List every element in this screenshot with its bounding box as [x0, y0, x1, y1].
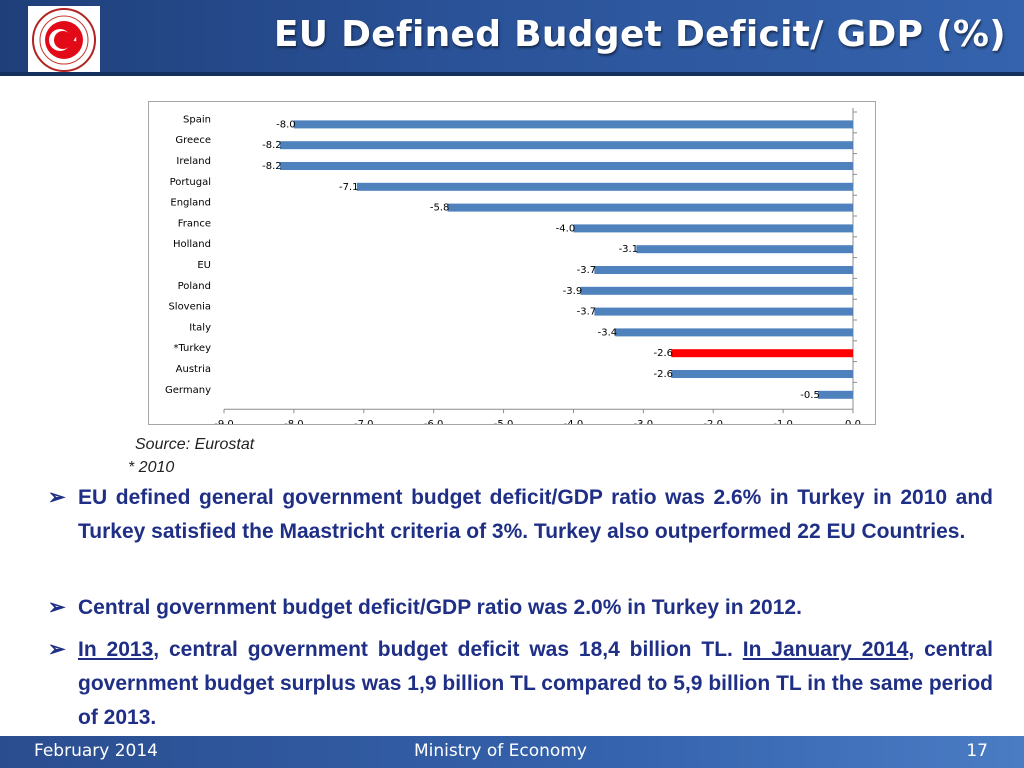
data-label: -3.9 [563, 286, 583, 297]
category-label: Portugal [170, 177, 211, 188]
data-label: -3.7 [577, 265, 597, 276]
chart-year-note: * 2010 [128, 459, 175, 476]
chart-bar [615, 328, 853, 337]
category-label: Slovenia [168, 302, 211, 313]
data-label: -5.8 [430, 203, 450, 214]
title-bar: EU Defined Budget Deficit/ GDP (%) [0, 0, 1024, 76]
category-label: EU [197, 260, 211, 271]
chart-bar [594, 266, 853, 274]
data-label: -2.6 [654, 348, 674, 359]
data-label: -8.2 [262, 140, 282, 151]
ministry-logo [28, 6, 100, 74]
x-tick-label: -4.0 [564, 419, 584, 424]
chart-bar [447, 203, 853, 212]
category-label: *Turkey [173, 343, 211, 354]
page-number: 17 [966, 741, 988, 761]
page-title: EU Defined Budget Deficit/ GDP (%) [273, 14, 1006, 55]
x-tick-label: -5.0 [494, 419, 514, 424]
data-label: -8.2 [262, 161, 282, 172]
bullet-item: ➢ Central government budget deficit/GDP … [48, 591, 993, 625]
chart-bar [573, 224, 853, 233]
footer-bar: February 2014 Ministry of Economy 17 [0, 736, 1024, 768]
category-label: Germany [165, 385, 211, 396]
chart-bar [594, 307, 853, 316]
data-label: -2.6 [654, 369, 674, 380]
chart-bar [671, 370, 853, 378]
bullet-item: ➢ In 2013, central government budget def… [48, 633, 993, 735]
category-label: France [178, 218, 211, 229]
chart-source-note: Source: Eurostat [135, 436, 255, 453]
bullet-item: ➢ EU defined general government budget d… [48, 481, 993, 549]
chart-bar [356, 182, 853, 191]
x-tick-label: -2.0 [703, 419, 723, 424]
chart-bar [636, 245, 853, 254]
data-label: -3.4 [598, 327, 618, 338]
chart-bar [580, 286, 853, 295]
chart-bar [279, 162, 853, 170]
x-tick-label: -3.0 [634, 419, 654, 424]
bullet-text: , central government budget surplus was … [78, 638, 993, 729]
data-label: -8.0 [276, 119, 296, 130]
data-label: -0.5 [800, 390, 820, 401]
footer-date: February 2014 [34, 741, 158, 761]
data-label: -3.7 [577, 307, 597, 318]
category-label: Spain [183, 114, 211, 125]
category-label: Greece [175, 135, 211, 146]
category-label: England [170, 198, 211, 209]
x-tick-label: 0.0 [845, 419, 861, 424]
ministry-seal-icon [32, 8, 96, 72]
category-label: Ireland [176, 156, 211, 167]
category-label: Austria [176, 364, 211, 375]
category-label: Italy [189, 322, 211, 333]
bullet-underlined-text: In January 2014 [742, 638, 909, 661]
x-tick-label: -7.0 [354, 419, 374, 424]
bullet-text: EU defined general government budget def… [78, 486, 993, 543]
data-label: -4.0 [556, 223, 576, 234]
arrow-bullet-icon: ➢ [48, 638, 66, 661]
x-tick-label: -6.0 [424, 419, 444, 424]
bullet-text: Central government budget deficit/GDP ra… [78, 596, 802, 619]
footer-organization: Ministry of Economy [414, 741, 587, 761]
bullet-text: , central government budget deficit was … [153, 638, 743, 661]
x-tick-label: -8.0 [284, 419, 304, 424]
chart-canvas: Spain -8.0 Greece -8.2 Ireland -8.2 Portugal -7… [165, 108, 861, 424]
category-label: Holland [173, 239, 211, 250]
category-label: Poland [178, 281, 211, 292]
chart-bar [818, 390, 853, 399]
arrow-bullet-icon: ➢ [48, 596, 66, 619]
data-label: -7.1 [339, 182, 359, 193]
data-label: -3.1 [619, 244, 639, 255]
chart-bar [671, 349, 853, 358]
bullet-underlined-text: In 2013 [78, 638, 154, 661]
arrow-bullet-icon: ➢ [48, 486, 66, 509]
chart-bar [279, 141, 853, 150]
x-tick-label: -1.0 [773, 419, 793, 424]
x-tick-label: -9.0 [214, 419, 234, 424]
chart-bar [293, 120, 853, 129]
budget-deficit-chart: Spain -8.0 Greece -8.2 Ireland -8.2 Portugal -7… [148, 101, 876, 425]
